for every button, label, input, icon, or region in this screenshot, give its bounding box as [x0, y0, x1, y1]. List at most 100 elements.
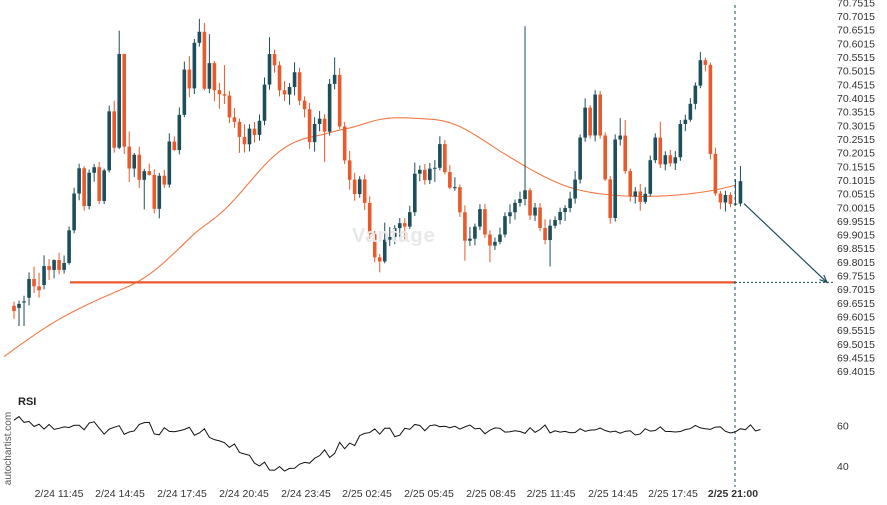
candle-body [433, 167, 437, 169]
rsi-tick-label: 60 [837, 420, 849, 432]
candle-body [182, 69, 187, 115]
candle-body [267, 53, 272, 85]
candle-body [152, 174, 157, 209]
candle-body [593, 94, 597, 136]
candle-body [663, 155, 668, 165]
candle-body [32, 278, 36, 287]
candle-body [257, 120, 262, 135]
y-tick-label: 69.6015 [837, 312, 875, 324]
y-tick-label: 69.8515 [837, 243, 875, 255]
y-tick-label: 70.6015 [837, 38, 875, 50]
candle-body [538, 207, 542, 228]
candle-body [738, 181, 743, 204]
y-tick-label: 69.4015 [837, 366, 875, 378]
candle-body [52, 260, 56, 270]
candle-body [77, 168, 81, 194]
candle-body [468, 238, 472, 241]
candle-body [603, 135, 607, 180]
candle-body [222, 94, 227, 96]
candle-body [678, 123, 683, 158]
candle-body [72, 193, 76, 231]
y-tick-label: 70.1015 [837, 175, 875, 187]
candle-body [132, 154, 137, 169]
x-tick-label: 2/24 14:45 [95, 488, 145, 500]
candle-body [563, 208, 567, 213]
candle-body [523, 190, 527, 200]
candle-body [533, 207, 537, 216]
candle-body [413, 173, 417, 213]
candle-body [513, 202, 517, 213]
candle-body [668, 155, 673, 164]
candle-body [688, 103, 693, 120]
candlestick-series [12, 18, 743, 327]
candle-body [568, 198, 572, 209]
candle-body [192, 42, 197, 89]
forecast-arrow [743, 203, 828, 283]
candle-body [317, 118, 322, 124]
x-tick-label: 2/24 17:45 [157, 488, 207, 500]
x-tick-label: 2/25 08:45 [466, 488, 516, 500]
candle-body [362, 179, 367, 203]
candle-body [588, 107, 592, 136]
candle-body [217, 90, 222, 95]
candle-body [633, 191, 638, 197]
candle-body [187, 69, 192, 89]
candle-body [207, 63, 212, 89]
candle-body [708, 64, 713, 154]
y-tick-label: 70.4515 [837, 79, 875, 91]
candle-body [543, 227, 547, 241]
candle-body [62, 262, 66, 270]
candle-body [367, 202, 372, 235]
y-tick-label: 69.5015 [837, 339, 875, 351]
candle-body [698, 60, 703, 86]
candle-body [142, 171, 147, 180]
y-tick-label: 70.7015 [837, 11, 875, 23]
candle-body [342, 126, 347, 161]
candle-body [137, 154, 142, 180]
candle-body [237, 121, 242, 137]
candle-body [503, 216, 507, 235]
y-tick-label: 69.5515 [837, 325, 875, 337]
candle-body [177, 114, 182, 151]
candle-body [438, 144, 442, 168]
candle-body [718, 193, 723, 203]
candle-body [463, 212, 467, 241]
candle-body [498, 234, 502, 242]
candle-body [583, 107, 587, 138]
candle-body [127, 146, 132, 169]
rsi-label: RSI [18, 396, 37, 408]
candle-body [212, 63, 217, 91]
x-axis-background [0, 482, 887, 505]
candle-body [327, 83, 332, 132]
candle-body [147, 171, 152, 175]
candle-body [683, 119, 688, 124]
candle-body [282, 90, 287, 95]
x-tick-label: 2/25 14:45 [588, 488, 638, 500]
y-tick-label: 70.7515 [837, 0, 875, 9]
candle-body [322, 118, 327, 132]
candle-body [648, 160, 653, 194]
candle-body [407, 212, 412, 227]
candle-body [653, 137, 658, 161]
y-tick-label: 70.5515 [837, 52, 875, 64]
candle-body [418, 169, 422, 174]
candle-body [252, 128, 257, 135]
candle-body [638, 191, 643, 202]
candle-body [573, 179, 577, 199]
candle-body [92, 167, 96, 173]
candle-body [728, 194, 733, 204]
candle-body [302, 100, 307, 110]
candle-body [122, 53, 127, 147]
candle-body [307, 109, 312, 143]
candle-body [713, 153, 718, 194]
y-tick-label: 69.4515 [837, 353, 875, 365]
candle-body [723, 194, 728, 203]
y-axis-background [833, 0, 887, 505]
candle-body [162, 175, 167, 185]
candle-body [623, 135, 628, 172]
forecast-arrowhead [819, 274, 829, 284]
y-tick-label: 69.9015 [837, 230, 875, 242]
candle-body [402, 223, 407, 227]
candle-body [347, 160, 352, 180]
candle-body [57, 260, 61, 270]
